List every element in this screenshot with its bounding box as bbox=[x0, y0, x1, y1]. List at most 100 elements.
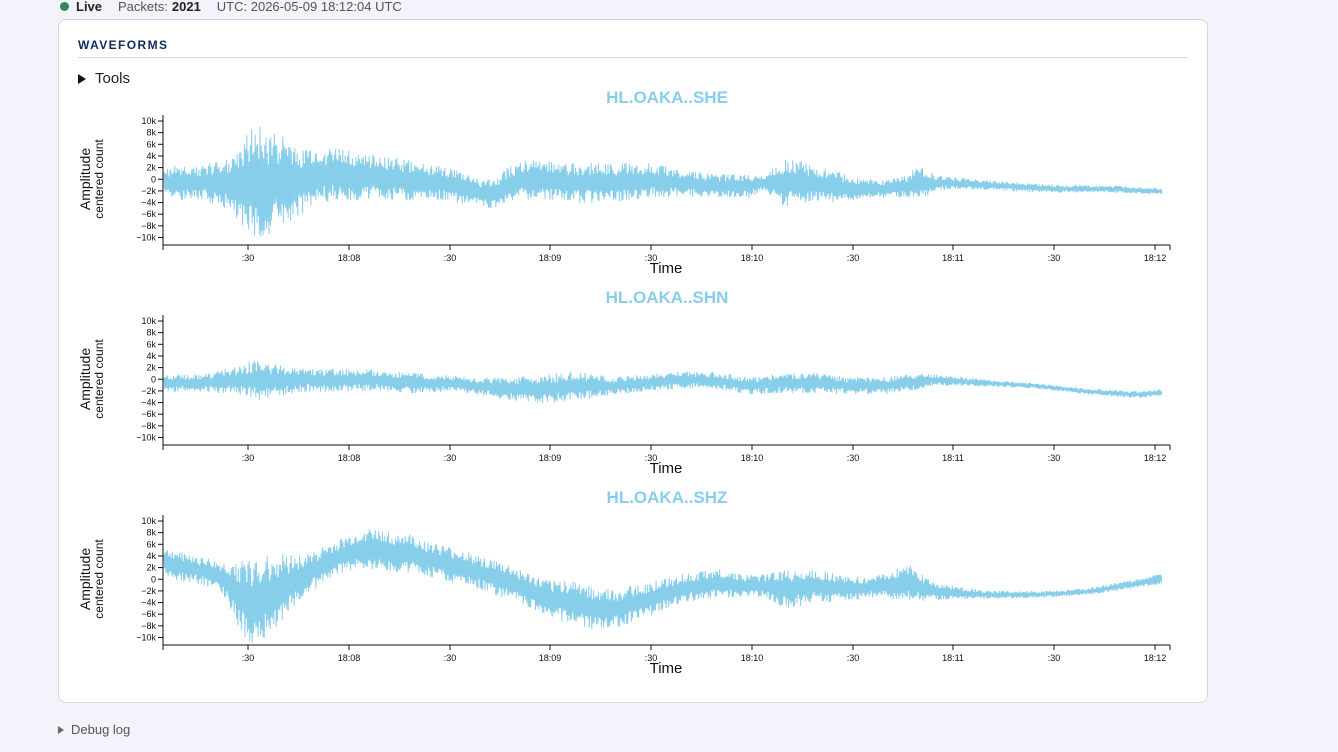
y-tick: 0 bbox=[151, 174, 163, 184]
y-tick-label: −2k bbox=[141, 386, 156, 396]
x-tick-label: :30 bbox=[847, 253, 860, 263]
x-tick: 18:11 bbox=[942, 645, 964, 663]
y-tick: 4k bbox=[146, 151, 163, 161]
x-tick-label: 18:10 bbox=[741, 653, 764, 663]
status-bar: Live Packets: 2021 UTC: 2026-05-09 18:12… bbox=[60, 0, 402, 14]
x-tick: :30 bbox=[242, 445, 254, 463]
x-tick-label: :30 bbox=[242, 253, 255, 263]
x-tick-label: 18:12 bbox=[1144, 453, 1167, 463]
y-axis-label: Amplitude bbox=[77, 348, 93, 410]
disclosure-triangle-icon bbox=[58, 725, 64, 734]
y-tick: 6k bbox=[146, 539, 163, 549]
panel-title: WAVEFORMS bbox=[78, 38, 169, 52]
y-tick-label: 6k bbox=[146, 339, 156, 349]
x-tick: :30 bbox=[242, 645, 255, 663]
x-tick-label: :30 bbox=[1048, 253, 1061, 263]
waveform-trace bbox=[163, 529, 1163, 643]
x-tick: 18:09 bbox=[539, 445, 562, 463]
y-tick: −6k bbox=[141, 209, 163, 219]
x-tick-label: :30 bbox=[645, 653, 658, 663]
tools-label: Tools bbox=[95, 70, 131, 87]
x-tick-label: 18:09 bbox=[539, 253, 562, 263]
tools-toggle[interactable]: Tools bbox=[78, 70, 130, 87]
packets-count: 2021 bbox=[171, 0, 201, 14]
y-tick-label: 4k bbox=[146, 551, 156, 561]
x-tick: :30 bbox=[444, 645, 457, 663]
x-tick: 18:10 bbox=[741, 445, 764, 463]
y-tick-label: −8k bbox=[141, 221, 156, 231]
x-tick-label: :30 bbox=[1048, 453, 1061, 463]
x-tick: 18:08 bbox=[338, 445, 361, 463]
y-tick-label: −10k bbox=[136, 633, 156, 643]
waveform-trace bbox=[163, 360, 1163, 404]
y-tick-label: 8k bbox=[146, 128, 156, 138]
x-tick: 18:11 bbox=[942, 245, 964, 263]
x-tick: :30 bbox=[444, 245, 456, 263]
y-tick: −4k bbox=[141, 398, 163, 408]
x-tick-label: 18:10 bbox=[741, 453, 764, 463]
x-tick-label: :30 bbox=[645, 453, 658, 463]
x-axis-label: Time bbox=[650, 660, 683, 677]
x-tick: 18:12 bbox=[1144, 645, 1166, 663]
y-tick-label: 10k bbox=[141, 516, 156, 526]
x-tick-label: :30 bbox=[444, 653, 457, 663]
y-tick: −8k bbox=[141, 621, 163, 631]
y-tick: −10k bbox=[136, 233, 163, 243]
y-tick: −6k bbox=[141, 609, 163, 619]
plot-title: HL.OAKA..SHE bbox=[606, 88, 728, 107]
y-tick-label: 10k bbox=[141, 316, 156, 326]
y-tick: 8k bbox=[146, 528, 163, 538]
x-tick: :30 bbox=[847, 645, 859, 663]
y-tick-label: 0 bbox=[151, 374, 156, 384]
y-tick-label: 2k bbox=[146, 163, 156, 173]
y-axis-sublabel: centered count bbox=[92, 339, 106, 419]
x-tick: 18:10 bbox=[741, 245, 763, 263]
y-tick-label: −2k bbox=[141, 586, 156, 596]
y-tick: −2k bbox=[141, 186, 163, 196]
x-tick: 18:09 bbox=[539, 645, 561, 663]
x-tick: 18:11 bbox=[942, 445, 964, 463]
x-tick-label: 18:08 bbox=[338, 453, 361, 463]
x-tick-label: :30 bbox=[444, 453, 457, 463]
y-tick: −4k bbox=[141, 198, 163, 208]
debug-log-label: Debug log bbox=[71, 722, 131, 737]
y-tick-label: 2k bbox=[146, 563, 156, 573]
y-tick-label: −4k bbox=[141, 398, 156, 408]
x-tick: 18:12 bbox=[1144, 445, 1167, 463]
utc-timestamp: UTC: 2026-05-09 18:12:04 UTC bbox=[216, 0, 402, 14]
y-tick-label: 0 bbox=[151, 174, 156, 184]
live-label: Live bbox=[76, 0, 103, 14]
y-tick-label: 8k bbox=[146, 328, 156, 338]
x-tick: :30 bbox=[847, 445, 859, 463]
y-tick: 4k bbox=[146, 351, 163, 361]
y-tick-label: −8k bbox=[141, 421, 156, 431]
y-tick: 8k bbox=[146, 328, 163, 338]
y-axis-sublabel: centered count bbox=[92, 139, 106, 219]
x-tick: :30 bbox=[1048, 645, 1061, 663]
disclosure-triangle-icon bbox=[78, 73, 86, 84]
waveform-trace bbox=[163, 126, 1163, 237]
x-tick: :30 bbox=[242, 245, 255, 263]
y-tick: 0 bbox=[151, 574, 163, 584]
x-tick: :30 bbox=[645, 245, 657, 263]
y-tick: 6k bbox=[146, 339, 163, 349]
x-tick-label: 18:08 bbox=[338, 253, 361, 263]
x-tick: :30 bbox=[1048, 245, 1061, 263]
debug-log-toggle[interactable]: Debug log bbox=[58, 722, 130, 737]
x-tick-label: 18:09 bbox=[539, 453, 562, 463]
x-tick: 18:08 bbox=[338, 245, 361, 263]
y-axis-sublabel: centered count bbox=[92, 539, 106, 619]
x-tick-label: 18:12 bbox=[1144, 253, 1167, 263]
y-tick: −6k bbox=[141, 409, 163, 419]
y-tick: 0 bbox=[151, 374, 163, 384]
x-tick: :30 bbox=[444, 445, 457, 463]
x-tick-label: 18:11 bbox=[942, 453, 964, 463]
x-tick: :30 bbox=[1048, 445, 1061, 463]
y-tick-label: −2k bbox=[141, 186, 156, 196]
x-tick-label: :30 bbox=[242, 653, 255, 663]
x-tick-label: :30 bbox=[1048, 653, 1061, 663]
x-tick: :30 bbox=[645, 445, 658, 463]
y-tick-label: −4k bbox=[141, 198, 156, 208]
